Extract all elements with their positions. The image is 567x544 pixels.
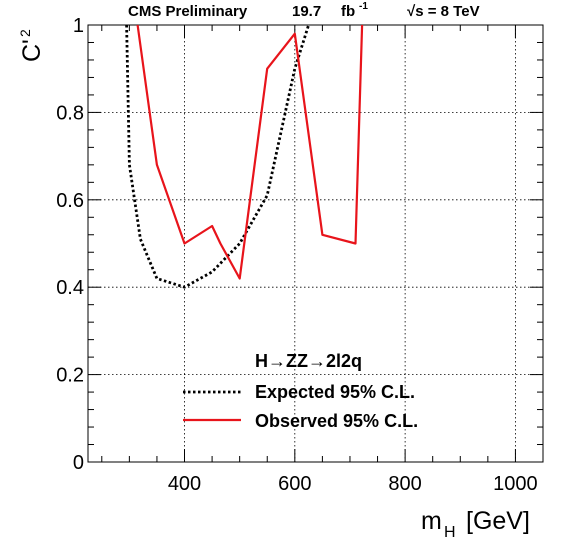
x-tick-label: 600 (278, 473, 311, 495)
x-tick-label: 1000 (493, 473, 538, 495)
y-tick-label: 0.8 (56, 102, 84, 124)
x-axis-title-base: m (421, 507, 442, 535)
series-layer (125, 24, 364, 289)
grid (88, 25, 543, 462)
header-luminosity-unit: fb (341, 3, 355, 20)
y-tick-label: 1 (73, 15, 84, 37)
series-line-expected (125, 24, 310, 289)
x-tick-label: 800 (388, 473, 421, 495)
legend-title: H→ZZ→2l2q (255, 351, 362, 371)
y-axis-title-base: C' (18, 39, 46, 62)
legend-entry-expected: Expected 95% C.L. (255, 382, 415, 402)
legend-entry-observed: Observed 95% C.L. (255, 411, 418, 431)
x-axis-title-subscript: H (444, 524, 456, 541)
header-experiment: CMS Preliminary (128, 3, 248, 20)
header-energy: √s = 8 TeV (407, 3, 480, 20)
y-tick-label: 0.2 (56, 365, 84, 387)
y-axis-title: C' 2 (17, 29, 46, 62)
x-tick-label: 400 (168, 473, 201, 495)
header-luminosity-exponent: -1 (359, 1, 368, 12)
y-tick-label: 0.6 (56, 190, 84, 212)
axis-ticks: 400 600 800 1000 0 0.2 0.4 0.6 0.8 1 (56, 15, 544, 495)
y-axis-title-superscript: 2 (17, 29, 33, 37)
x-axis-title-unit: [GeV] (466, 507, 530, 535)
y-tick-label: 0 (73, 452, 84, 474)
legend: H→ZZ→2l2q Expected 95% C.L. Observed 95%… (183, 351, 418, 431)
series-line-observed (136, 24, 364, 280)
y-tick-label: 0.4 (56, 277, 84, 299)
header-luminosity-value: 19.7 (292, 3, 321, 20)
plot-frame (87, 24, 544, 463)
